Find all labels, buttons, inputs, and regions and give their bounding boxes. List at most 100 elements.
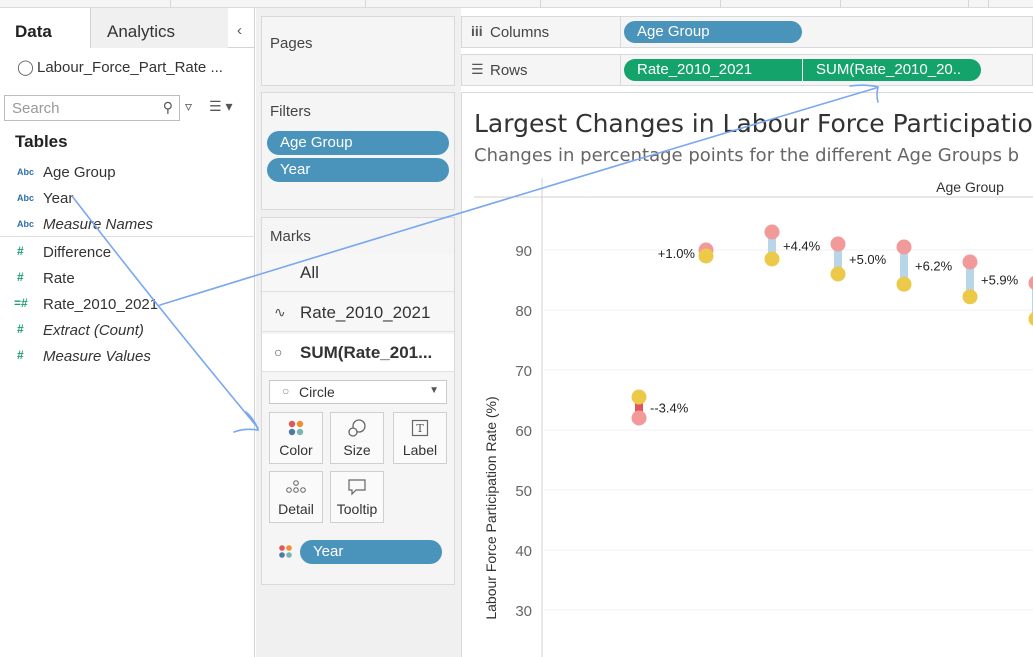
rate-2010-dot — [631, 410, 647, 426]
tab-analytics[interactable]: Analytics — [90, 8, 228, 48]
field-rate-2010-2021[interactable]: =# Rate_2010_2021 — [0, 292, 255, 318]
column-pill-age-group[interactable]: Age Group — [624, 21, 802, 43]
rate-2010-dot — [962, 254, 978, 270]
color-dots-icon — [270, 419, 322, 439]
rate-2010-dot — [896, 239, 912, 255]
detail-label: Detail — [278, 501, 314, 517]
marks-tab-label: Rate_2010_2021 — [300, 303, 431, 322]
search-placeholder: Search — [12, 100, 60, 117]
tables-heading: Tables — [15, 132, 68, 151]
field-measure-values[interactable]: # Measure Values — [0, 344, 255, 370]
row-pill-sum-rate[interactable]: SUM(Rate_2010_20.. — [803, 59, 981, 81]
rate-2021-dot — [830, 266, 846, 282]
color-label: Color — [279, 442, 313, 458]
pages-title: Pages — [270, 35, 313, 52]
size-icon — [331, 419, 383, 439]
mark-type-value: Circle — [299, 384, 335, 400]
y-tick-label: 60 — [515, 423, 532, 440]
rate-2010-dot — [764, 224, 780, 240]
rows-label: Rows — [490, 62, 528, 79]
dumbbell-chart[interactable]: Age Group 30 40 50 60 70 80 90 Labour Force Part… — [462, 93, 1033, 657]
circle-icon: ○ — [282, 384, 290, 398]
rate-2021-dot — [1028, 312, 1033, 326]
chevron-down-icon: ▼ — [429, 385, 439, 396]
field-year[interactable]: Abc Year — [0, 186, 255, 212]
mark-type-select[interactable]: ○ Circle ▼ — [269, 380, 447, 404]
calculated-field-icon: =# — [14, 296, 28, 310]
number-type-icon: # — [17, 244, 24, 258]
marks-tab-rate-2010-2021[interactable]: ∿ Rate_2010_2021 — [262, 294, 454, 332]
y-tick-label: 50 — [515, 483, 532, 500]
field-label: Extract (Count) — [43, 322, 144, 339]
change-label: +4.4% — [783, 239, 821, 254]
field-age-group[interactable]: Abc Age Group — [0, 160, 255, 186]
rate-2021-dot — [631, 389, 647, 405]
marks-tab-label: SUM(Rate_201... — [300, 343, 433, 362]
marks-tab-all[interactable]: All — [262, 254, 454, 292]
rate-2010-dot — [1028, 276, 1033, 290]
color-dots-icon — [278, 544, 294, 565]
string-type-icon: Abc — [17, 219, 35, 229]
rows-shelf[interactable]: ☰ Rows Rate_2010_2021 SUM(Rate_2010_20.. — [461, 54, 1033, 86]
field-rate[interactable]: # Rate — [0, 266, 255, 292]
rows-icon: ☰ — [471, 61, 484, 77]
size-label: Size — [343, 442, 371, 458]
top-toolbar-strip — [0, 0, 1033, 8]
filter-icon[interactable]: ▿ — [185, 98, 193, 114]
field-measure-names[interactable]: Abc Measure Names — [0, 212, 255, 238]
label-text-icon: T — [394, 419, 446, 439]
field-extract-count[interactable]: # Extract (Count) — [0, 318, 255, 344]
field-label: Measure Names — [43, 216, 154, 233]
filters-title: Filters — [270, 103, 311, 120]
filter-pill-age-group[interactable]: Age Group — [267, 131, 449, 155]
change-label: +6.2% — [915, 259, 953, 274]
tab-data[interactable]: Data — [0, 8, 90, 48]
detail-button[interactable]: Detail — [269, 471, 323, 523]
tooltip-button[interactable]: Tooltip — [330, 471, 384, 523]
field-difference[interactable]: # Difference — [0, 240, 255, 266]
view-options-icon[interactable]: ☰ ▾ — [209, 98, 233, 114]
search-input[interactable]: Search ⚲ — [4, 95, 180, 121]
change-label: --3.4% — [650, 401, 689, 416]
field-label: Measure Values — [43, 348, 151, 365]
row-pill-rate-2010-2021[interactable]: Rate_2010_2021 — [624, 59, 802, 81]
collapse-pane-icon[interactable]: ‹ — [237, 22, 242, 39]
change-label: +5.9% — [981, 272, 1019, 287]
marks-tab-sum-rate[interactable]: ○ SUM(Rate_201... — [262, 334, 454, 372]
field-label: Rate_2010_2021 — [43, 296, 159, 313]
worksheet-view[interactable]: Largest Changes in Labour Force Particip… — [461, 92, 1033, 657]
y-axis-title: Labour Force Participation Rate (%) — [483, 396, 499, 619]
label-button[interactable]: T Label — [393, 412, 447, 464]
rate-2021-dot — [698, 248, 714, 264]
y-tick-label: 40 — [515, 543, 532, 560]
y-tick-label: 70 — [515, 363, 532, 380]
color-pill-year[interactable]: Year — [300, 540, 442, 564]
rate-2010-dot — [830, 236, 846, 252]
size-button[interactable]: Size — [330, 412, 384, 464]
cards-column: Pages Filters Age Group Year Marks All ∿… — [256, 8, 461, 657]
svg-text:T: T — [416, 422, 424, 435]
detail-dots-icon — [270, 478, 322, 498]
filters-card[interactable]: Filters Age Group Year — [261, 92, 455, 210]
columns-shelf[interactable]: iii Columns Age Group — [461, 16, 1033, 48]
filter-pill-year[interactable]: Year — [267, 158, 449, 182]
rate-2021-dot — [764, 251, 780, 267]
color-button[interactable]: Color — [269, 412, 323, 464]
field-search-row: Search ⚲ ▿ ☰ ▾ — [4, 95, 254, 121]
tooltip-label: Tooltip — [336, 501, 378, 517]
rate-2021-dot — [896, 276, 912, 292]
number-type-icon: # — [17, 270, 24, 284]
y-tick-label: 80 — [515, 303, 532, 320]
number-type-icon: # — [17, 348, 24, 362]
data-source[interactable]: ◯ Labour_Force_Part_Rate ... — [17, 58, 223, 76]
number-type-icon: # — [17, 322, 24, 336]
data-pane-tabs: Data Analytics ‹ — [0, 8, 255, 48]
marks-tab-label: All — [300, 263, 319, 282]
search-icon: ⚲ — [162, 99, 173, 115]
pages-card[interactable]: Pages — [261, 16, 455, 86]
marks-title: Marks — [270, 228, 311, 245]
marks-card: Marks All ∿ Rate_2010_2021 ○ SUM(Rate_20… — [261, 217, 455, 585]
data-source-name: Labour_Force_Part_Rate ... — [37, 59, 223, 76]
columns-label: Columns — [490, 24, 550, 41]
field-label: Rate — [43, 270, 75, 287]
